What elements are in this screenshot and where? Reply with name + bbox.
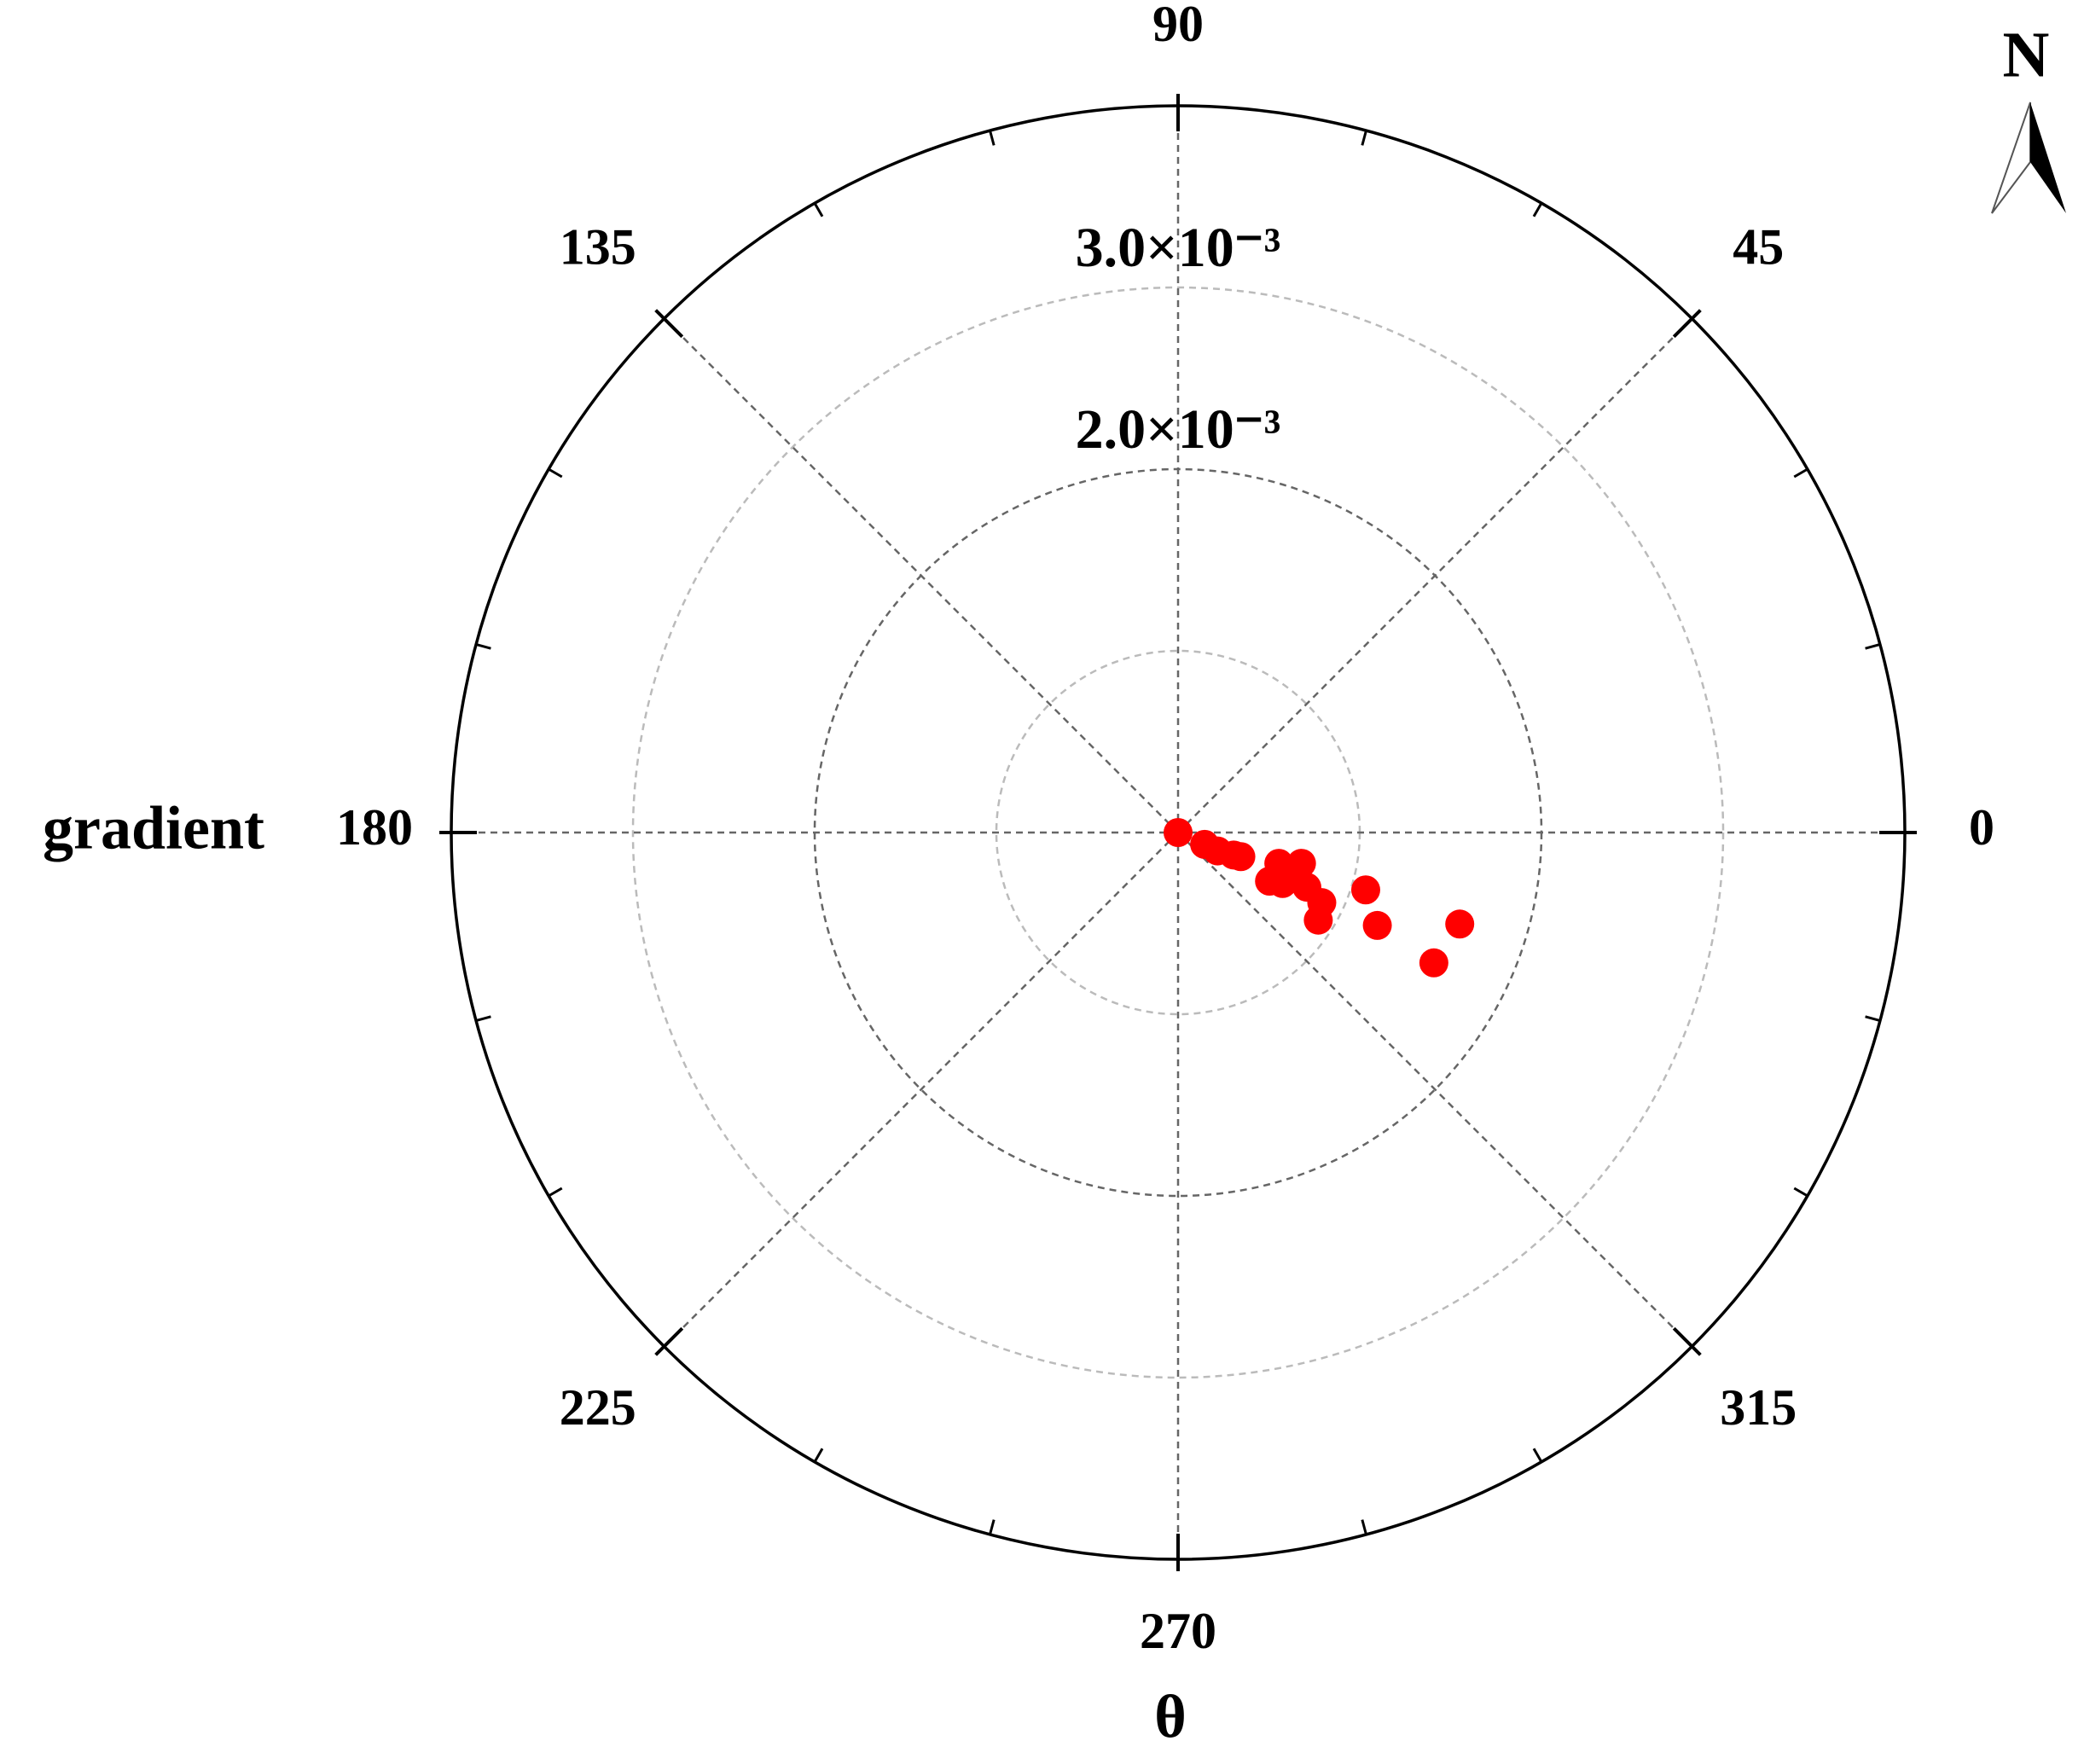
grid-spoke <box>663 832 1179 1348</box>
minor-tick <box>475 643 491 650</box>
minor-tick <box>1793 467 1808 479</box>
minor-tick <box>1361 130 1367 146</box>
theta-tick-label: 180 <box>336 799 413 856</box>
theta-tick-label: 0 <box>1969 799 1994 856</box>
minor-tick <box>989 1519 996 1535</box>
data-point <box>1362 910 1392 940</box>
theta-tick-label: 315 <box>1720 1379 1797 1436</box>
data-point <box>1226 842 1256 872</box>
grid-ring <box>631 286 1725 1379</box>
theta-tick-label: 90 <box>1152 0 1204 52</box>
minor-tick <box>1865 1015 1881 1022</box>
north-arrow-right <box>2030 102 2066 213</box>
minor-tick <box>475 1015 491 1022</box>
minor-tick <box>813 202 824 218</box>
minor-tick <box>1865 643 1881 650</box>
theta-tick <box>654 1326 684 1356</box>
grid-spoke <box>663 317 1179 833</box>
data-point <box>1164 818 1193 847</box>
theta-tick <box>654 309 684 339</box>
data-point <box>1350 875 1380 905</box>
north-arrow-left <box>1991 102 2031 214</box>
theta-tick <box>1672 309 1702 339</box>
theta-tick-label: 270 <box>1140 1603 1216 1659</box>
theta-tick-label: 45 <box>1733 219 1784 276</box>
minor-tick <box>548 1187 563 1198</box>
minor-tick <box>1793 1187 1808 1198</box>
theta-tick-label: 225 <box>560 1379 636 1436</box>
minor-tick <box>1361 1519 1367 1535</box>
data-point <box>1303 905 1333 935</box>
r-axis-label: gradient <box>43 794 264 862</box>
grid-spoke <box>1177 317 1693 833</box>
minor-tick <box>989 130 996 146</box>
grid-spoke <box>1177 832 1693 1348</box>
theta-axis-label: θ <box>1154 1683 1187 1751</box>
north-label: N <box>2003 19 2050 90</box>
theta-tick <box>1672 1326 1702 1356</box>
north-arrow: N <box>1991 19 2066 214</box>
minor-tick <box>1532 1448 1543 1463</box>
minor-tick <box>548 467 563 479</box>
theta-tick-label: 135 <box>560 219 636 276</box>
minor-tick <box>813 1448 824 1463</box>
data-point <box>1445 909 1475 939</box>
minor-tick <box>1532 202 1543 218</box>
data-point <box>1419 948 1448 978</box>
